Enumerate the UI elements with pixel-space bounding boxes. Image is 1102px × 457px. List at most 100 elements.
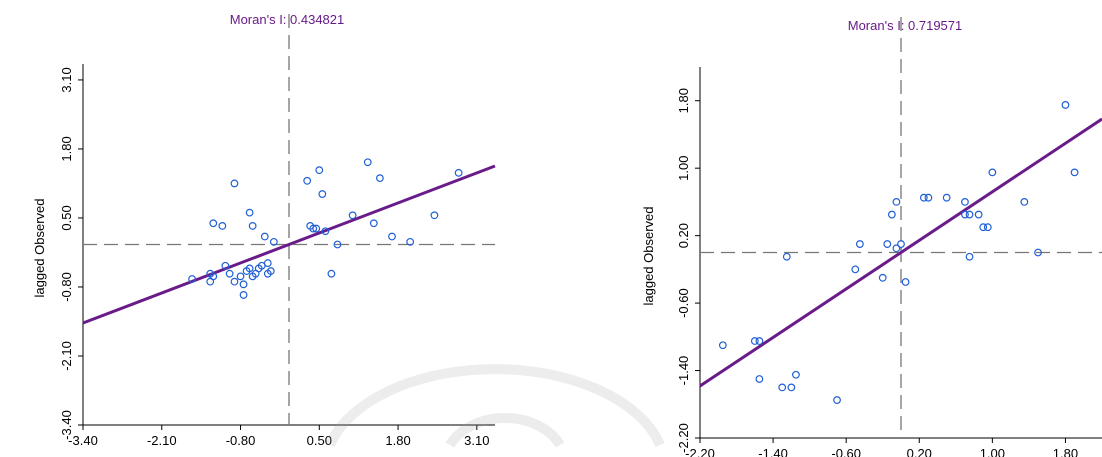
scatter-point <box>303 176 312 185</box>
scatter-point <box>348 211 357 220</box>
x-tick-label: -2.20 <box>685 446 715 457</box>
scatter-point <box>221 261 230 270</box>
scatter-point <box>778 383 787 392</box>
scatter-point <box>318 190 327 198</box>
scatter-point <box>1061 101 1070 109</box>
x-tick-label: 1.00 <box>980 446 1005 457</box>
x-tick-label: 0.20 <box>907 446 932 457</box>
scatter-point <box>239 291 248 299</box>
scatter-point <box>333 240 342 249</box>
x-tick-label: 0.50 <box>307 433 332 448</box>
scatter-point <box>209 272 218 281</box>
scatter-point <box>260 232 269 241</box>
scatter-point <box>309 224 318 233</box>
y-tick-label: -2.20 <box>676 423 691 453</box>
scatter-point <box>961 198 969 206</box>
scatter-point <box>988 168 997 177</box>
scatter-point <box>965 210 974 219</box>
scatter-point <box>406 237 415 246</box>
x-tick-label: 1.80 <box>1053 446 1078 457</box>
scatter-point <box>388 232 396 241</box>
plot-area: -2.20 -1.40 -0.60 0.20 1.00 1.80 1.80 1.00 0.20 -… <box>676 17 1102 457</box>
scatter-point <box>1034 248 1042 257</box>
y-axis-label: lagged Observed <box>32 198 47 297</box>
scatter-point <box>851 265 860 274</box>
regression-line <box>699 117 1102 388</box>
scatter-point <box>236 272 245 281</box>
scatter-point <box>965 252 974 261</box>
scatter-point <box>782 252 791 261</box>
scatter-point <box>979 223 988 232</box>
scatter-point <box>327 269 336 278</box>
y-axis-label: lagged Observed <box>641 206 656 305</box>
scatter-point <box>230 179 239 188</box>
scatter-point <box>924 193 933 202</box>
scatter-point <box>755 375 764 383</box>
y-tick-label: 1.00 <box>676 156 691 181</box>
scatter-point <box>883 240 892 248</box>
scatter-point <box>269 237 278 246</box>
scatter-point <box>787 383 796 392</box>
scatter-point <box>750 337 759 345</box>
scatter-point <box>855 240 864 248</box>
chart-title: Moran's I: 0.434821 <box>230 12 345 27</box>
scatter-point <box>315 166 324 175</box>
scatter-point <box>266 267 275 275</box>
scatter-point <box>961 210 969 219</box>
scatter-point <box>897 240 905 248</box>
scatter-point <box>375 174 384 183</box>
x-tick-label: 3.10 <box>464 433 489 448</box>
y-tick-label: 0.20 <box>676 223 691 248</box>
scatter-point <box>942 193 951 202</box>
x-tick-label: -3.40 <box>68 433 98 448</box>
scatter-point <box>1070 168 1079 177</box>
chart-left: Moran's I: 0.434821 lagged Observed -3.4… <box>32 12 496 448</box>
y-tick-label: -0.60 <box>676 288 691 318</box>
scatter-point <box>430 211 439 220</box>
y-tick-label: -0.80 <box>59 272 74 302</box>
scatter-point <box>218 222 227 230</box>
x-tick-label: -0.80 <box>226 433 256 448</box>
scatter-point <box>974 210 983 219</box>
scatter-point <box>230 277 239 286</box>
y-tick-label: -2.10 <box>59 341 74 371</box>
scatter-point <box>263 259 272 267</box>
scatter-point <box>245 208 254 217</box>
scatter-point <box>369 219 378 228</box>
scatter-point <box>792 370 800 379</box>
scatter-point <box>887 210 896 219</box>
scatter-point <box>248 222 257 230</box>
plot-area: -3.40 -2.10 -0.80 0.50 1.80 3.10 3.10 1.80 0.50 -… <box>59 14 496 448</box>
x-tick-label: -1.40 <box>758 446 788 457</box>
scatter-point <box>892 198 901 206</box>
regression-line <box>82 164 496 325</box>
scatter-point <box>919 193 928 202</box>
scatter-point <box>755 337 764 345</box>
scatter-point <box>312 224 321 233</box>
scatter-point <box>321 227 330 236</box>
x-tick-label: -2.10 <box>147 433 177 448</box>
scatter-point <box>209 219 218 228</box>
scatter-point <box>225 269 234 278</box>
scatter-point <box>878 273 887 282</box>
y-tick-label: 0.50 <box>59 205 74 230</box>
scatter-point <box>239 280 248 289</box>
scatter-point <box>718 341 727 350</box>
scatter-point <box>892 244 901 253</box>
x-tick-label: 1.80 <box>385 433 410 448</box>
scatter-point <box>363 158 372 167</box>
scatter-point <box>983 223 992 232</box>
y-tick-label: 3.10 <box>59 67 74 92</box>
scatter-point <box>833 396 841 404</box>
y-tick-label: -1.40 <box>676 356 691 386</box>
scatter-point <box>1020 198 1029 206</box>
scatter-point <box>245 264 254 273</box>
chart-right: Moran's I: 0.719571 lagged Observed -2.2… <box>641 17 1102 457</box>
chart-title: Moran's I: 0.719571 <box>848 18 963 33</box>
scatter-point <box>901 278 910 286</box>
y-tick-label: -3.40 <box>59 410 74 440</box>
y-tick-label: 1.80 <box>676 88 691 113</box>
watermark <box>325 364 665 448</box>
x-tick-label: -0.60 <box>831 446 861 457</box>
